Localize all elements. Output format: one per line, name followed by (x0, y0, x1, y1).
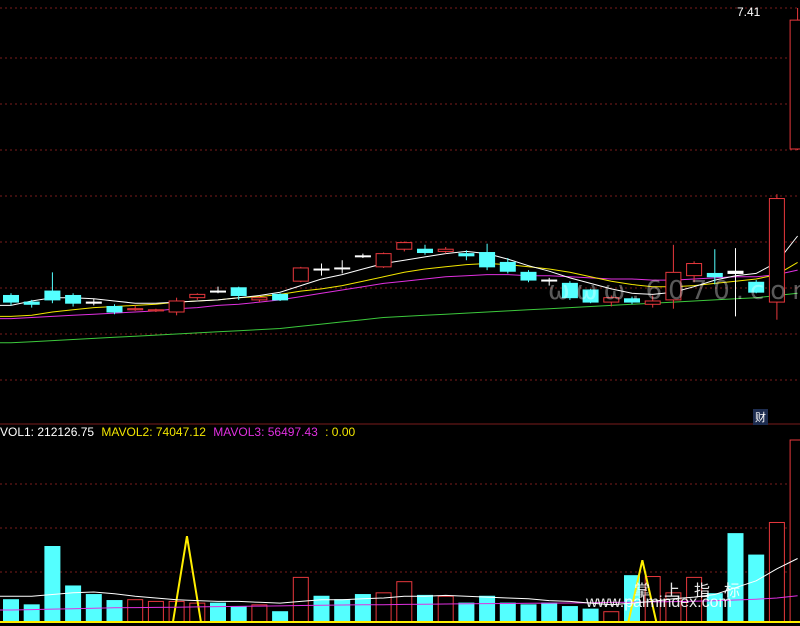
volume-bar-1 (23, 604, 40, 623)
candle-body-4 (85, 301, 102, 304)
ma-green-line (0, 292, 798, 344)
volume-bar-23 (479, 595, 496, 623)
volume-bar-20 (417, 594, 433, 623)
candle-body-20 (417, 248, 433, 254)
candle-body-34 (706, 272, 723, 278)
volume-bar-12 (251, 604, 268, 623)
candle-body-6 (127, 308, 144, 311)
legend-vol1: VOL1: 212126.75 (0, 425, 95, 439)
candle-body-31 (644, 300, 661, 305)
moving-average-lines (0, 235, 798, 344)
volume-bar-9 (189, 602, 206, 623)
mavol-magenta-line (0, 595, 798, 611)
volume-bar-24 (499, 602, 516, 623)
volume-spike-0 (171, 536, 202, 623)
volume-bar-7 (147, 600, 164, 623)
candle-body-15 (313, 268, 330, 271)
mavol-white-line (0, 558, 798, 606)
volume-bar-14 (292, 576, 309, 623)
volume-bar-27 (561, 606, 578, 623)
candle-body-19 (396, 242, 413, 250)
candle-body-11 (230, 287, 247, 296)
volume-bar-29 (603, 611, 620, 623)
legend-mavol3: MAVOL3: 56497.43 (213, 425, 318, 439)
volume-bar-5 (106, 600, 123, 623)
volume-bar-22 (458, 602, 475, 623)
last-price-label: 7.41 (737, 5, 761, 19)
candle-body-24 (499, 261, 516, 272)
legend-extra: : 0.00 (325, 425, 356, 439)
candle-body-32 (665, 271, 682, 301)
volume-bar-10 (210, 602, 226, 623)
ma-yellow-line (0, 261, 798, 317)
volume-bar-26 (541, 602, 558, 623)
legend-mavol2: MAVOL2: 74047.12 (101, 425, 206, 439)
candle-body-21 (437, 248, 454, 252)
volume-bar-13 (272, 611, 289, 623)
candle-body-8 (168, 300, 185, 313)
candle-body-38 (789, 19, 800, 150)
ma-magenta-line (0, 269, 798, 320)
candle-body-10 (210, 290, 226, 293)
watermark-text: ωωω.6070.com (548, 276, 800, 306)
candle-body-3 (65, 294, 82, 304)
candle-body-18 (375, 253, 392, 268)
candle-body-35 (727, 270, 744, 274)
candle-body-22 (458, 253, 475, 257)
candle-body-26 (541, 279, 558, 282)
candle-body-28 (582, 289, 599, 303)
candle-body-9 (189, 293, 206, 299)
volume-bar-2 (44, 545, 61, 623)
volume-bars (0, 439, 800, 623)
candle-body-13 (272, 293, 289, 301)
candle-body-16 (334, 267, 351, 270)
candle-body-23 (479, 252, 496, 268)
volume-bar-21 (437, 595, 454, 623)
finance-badge[interactable]: 财 (753, 409, 768, 425)
volume-bar-16 (334, 599, 351, 623)
volume-bar-0 (3, 599, 19, 623)
volume-bar-38 (789, 439, 800, 623)
volume-bar-25 (520, 604, 537, 623)
candle-body-27 (561, 282, 578, 299)
volume-bar-11 (230, 606, 247, 623)
candle-body-33 (686, 263, 703, 277)
candle-body-37 (768, 198, 785, 303)
candle-body-7 (147, 309, 164, 312)
candle-body-29 (603, 297, 620, 303)
candle-body-17 (354, 255, 371, 258)
candles (3, 8, 800, 320)
candle-body-30 (624, 298, 640, 303)
candle-body-0 (3, 294, 19, 303)
ma-white-line (0, 235, 798, 306)
candle-body-5 (106, 305, 123, 313)
volume-bar-19 (396, 581, 413, 623)
candle-body-1 (23, 301, 40, 305)
candle-body-12 (251, 297, 268, 301)
volume-legend: VOL1: 212126.75 MAVOL2: 74047.12 MAVOL3:… (0, 425, 359, 439)
volume-bar-6 (127, 599, 144, 623)
volume-bar-3 (65, 585, 82, 623)
candle-body-2 (44, 290, 61, 301)
watermark-cn: 掌上指标 (634, 581, 755, 600)
candle-body-25 (520, 271, 537, 281)
watermark-url: www.palmindex.com (586, 594, 732, 611)
candle-body-36 (748, 281, 765, 293)
candle-body-14 (292, 267, 309, 282)
